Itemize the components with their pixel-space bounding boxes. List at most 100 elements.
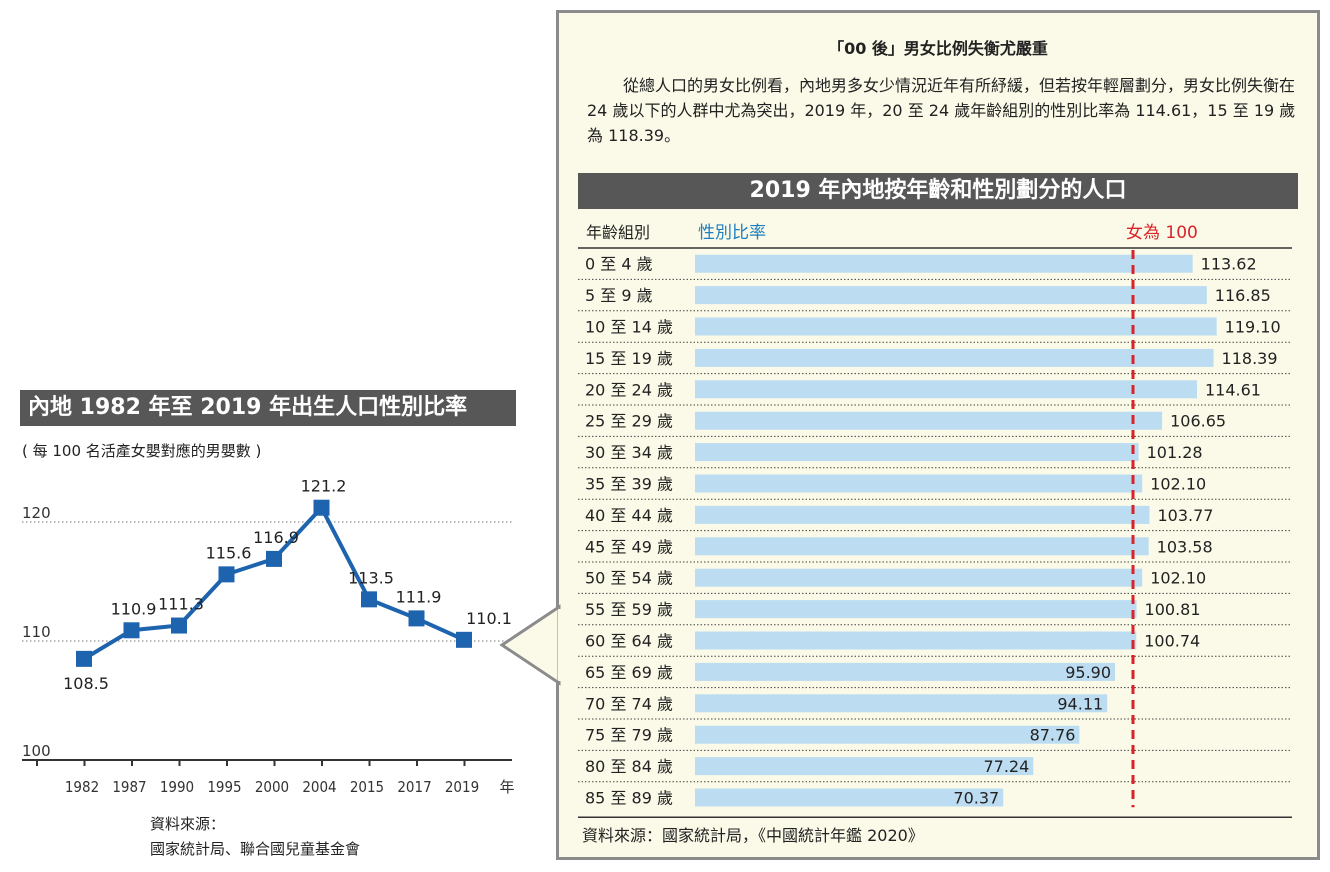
bar [695, 788, 1004, 807]
data-label: 110.1 [466, 609, 512, 628]
x-tick-label: 1987 [112, 779, 146, 796]
category-label: 35 至 39 歲 [585, 475, 673, 494]
x-tick-label: 1995 [207, 779, 241, 796]
category-label: 20 至 24 歲 [585, 380, 673, 399]
x-tick-label: 1990 [160, 779, 194, 796]
bar [695, 380, 1197, 399]
value-label: 102.10 [1150, 475, 1206, 494]
bar [695, 725, 1080, 744]
value-label: 103.58 [1157, 537, 1213, 556]
category-label: 45 至 49 歲 [585, 537, 673, 556]
bar [695, 474, 1143, 493]
data-point [218, 566, 235, 583]
bar-chart: 年齡組別 性別比率 女為 100 0 至 4 歲 113.62 5 至 9 歲 116.85… [578, 223, 1292, 818]
data-point [361, 591, 377, 608]
panel-body-text: 從總人口的男女比例看，內地男多女少情況近年有所紓緩，但若按年輕層劃分，男女比例失… [587, 76, 1296, 145]
bar [695, 662, 1116, 681]
category-label: 60 至 64 歲 [585, 632, 673, 651]
category-label: 55 至 59 歲 [585, 600, 673, 619]
category-label: 15 至 19 歲 [585, 349, 673, 368]
value-header: 性別比率 [698, 223, 766, 243]
bar [695, 411, 1163, 430]
data-label: 111.3 [158, 595, 204, 614]
callout-pointer [499, 604, 564, 686]
value-label: 94.11 [1057, 694, 1103, 713]
data-label: 111.9 [396, 587, 442, 606]
bar [695, 568, 1143, 587]
value-label: 102.10 [1150, 569, 1206, 588]
category-label: 50 至 54 歲 [585, 569, 673, 588]
bar [695, 631, 1137, 650]
category-label: 65 至 69 歲 [585, 663, 673, 682]
category-label: 70 至 74 歲 [585, 694, 673, 713]
value-label: 100.74 [1144, 632, 1200, 651]
data-point [76, 650, 92, 667]
line-chart-source: 資料來源： 國家統計局、聯合國兒童基金會 [150, 812, 360, 862]
bar-chart-source: 資料來源：國家統計局，《中國統計年鑑 2020》 [582, 826, 924, 845]
value-label: 77.24 [983, 757, 1029, 776]
category-label: 75 至 79 歲 [585, 726, 673, 745]
line-chart-source-label: 資料來源： [150, 815, 226, 833]
x-tick-label: 2000 [255, 779, 289, 796]
category-label: 0 至 4 歲 [585, 255, 653, 274]
panel-heading: 「00 後」男女比例失衡尤嚴重 [828, 39, 1048, 58]
bar [695, 443, 1139, 462]
category-label: 5 至 9 歲 [585, 286, 653, 305]
line-chart: 100 110 120 1982 1987 1990 1995 2000 2004 2015 201… [22, 477, 515, 796]
y-tick-label: 100 [22, 742, 51, 760]
line-chart-subtitle: ( 每 100 名活產女嬰對應的男嬰數 ) [22, 442, 262, 460]
category-label: 40 至 44 歲 [585, 506, 673, 525]
data-label: 121.2 [301, 477, 347, 496]
value-label: 114.61 [1205, 380, 1261, 399]
bar-chart-title: 2019 年內地按年齡和性別劃分的人口 [578, 173, 1298, 209]
x-tick-label: 1982 [65, 779, 99, 796]
data-label: 110.9 [111, 599, 157, 618]
x-axis-unit: 年 [499, 778, 514, 796]
data-label: 108.5 [63, 674, 109, 693]
line-chart-title: 內地 1982 年至 2019 年出生人口性別比率 [20, 390, 516, 426]
data-label: 113.5 [348, 568, 394, 587]
data-point [408, 610, 425, 627]
value-label: 119.10 [1225, 318, 1281, 337]
value-label: 70.37 [953, 789, 999, 808]
value-label: 116.85 [1215, 286, 1271, 305]
category-label: 10 至 14 歲 [585, 318, 673, 337]
value-label: 118.39 [1222, 349, 1278, 368]
data-point [456, 631, 472, 648]
bar [695, 757, 1034, 776]
category-label: 85 至 89 歲 [585, 789, 673, 808]
x-tick-label: 2017 [397, 779, 431, 796]
bar [695, 694, 1108, 713]
data-point [266, 550, 282, 567]
value-label: 103.77 [1158, 506, 1214, 525]
data-point [123, 622, 140, 639]
bar [695, 537, 1149, 556]
value-label: 106.65 [1170, 412, 1226, 431]
data-point [171, 617, 187, 634]
y-tick-label: 120 [22, 504, 51, 522]
value-label: 100.81 [1145, 600, 1201, 619]
category-label: 25 至 29 歲 [585, 412, 673, 431]
data-label: 115.6 [206, 543, 252, 562]
value-label: 95.90 [1065, 663, 1111, 682]
x-tick-label: 2004 [302, 779, 336, 796]
line-chart-source-text: 國家統計局、聯合國兒童基金會 [150, 840, 361, 858]
data-label: 116.9 [253, 528, 299, 547]
value-label: 101.28 [1147, 443, 1203, 462]
category-header: 年齡組別 [586, 223, 650, 242]
bar [695, 600, 1137, 619]
bar [695, 254, 1193, 273]
reference-label: 女為 100 [1126, 223, 1198, 243]
bar [695, 348, 1214, 367]
bar [695, 286, 1207, 305]
value-label: 87.76 [1030, 726, 1076, 745]
bar [695, 505, 1150, 524]
category-label: 30 至 34 歲 [585, 443, 673, 462]
info-panel: 「00 後」男女比例失衡尤嚴重 從總人口的男女比例看，內地男多女少情況近年有所紓… [556, 10, 1320, 860]
data-point [313, 499, 330, 516]
y-tick-label: 110 [22, 623, 51, 641]
category-label: 80 至 84 歲 [585, 757, 673, 776]
x-tick-label: 2019 [445, 779, 479, 796]
bar [695, 317, 1217, 336]
value-label: 113.62 [1201, 255, 1257, 274]
